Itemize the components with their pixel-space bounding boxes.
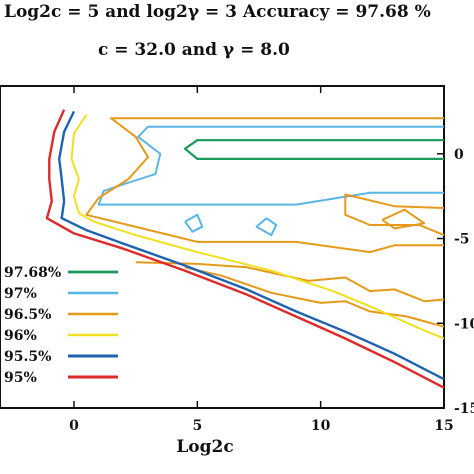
contour-line-96pct-0 [70, 114, 445, 340]
y-tick-label: -5 [454, 232, 470, 248]
y-tick-label: -10 [454, 316, 474, 332]
y-tick-label: -15 [454, 401, 474, 417]
legend-label: 96.5% [4, 307, 51, 323]
legend-label: 95% [4, 370, 37, 386]
contour-line-97pct-1 [184, 213, 204, 233]
legend-label: 97% [4, 286, 37, 302]
chart-title: Log2c = 5 and log2γ = 3 Accuracy = 97.68… [4, 2, 431, 22]
contour-line-97-68pct-0 [183, 139, 444, 160]
contour-line-96-5pct-2 [381, 208, 426, 230]
x-tick-label: 5 [192, 418, 202, 434]
legend-label: 95.5% [4, 349, 51, 365]
contour-line-96-5pct-4 [184, 266, 445, 328]
x-tick-label: 10 [311, 418, 331, 434]
contour-line-95-5pct-0 [58, 110, 445, 381]
x-tick-label: 0 [69, 418, 79, 434]
y-axis-ticks: 0 -5 -10 -15 [437, 147, 474, 417]
chart-subtitle: c = 32.0 and γ = 8.0 [98, 40, 290, 60]
legend-label: 96% [4, 328, 37, 344]
y-tick-label: 0 [454, 147, 464, 163]
plot-area [0, 85, 445, 409]
contour-line-97pct-2 [255, 217, 278, 237]
x-tick-label: 15 [434, 418, 453, 434]
legend: 97.68% 97% 96.5% 96% 95.5% 95% [4, 265, 118, 386]
contour-series [45, 109, 445, 389]
x-axis-label: Log2c [176, 437, 233, 457]
contour-line-96-5pct-0 [85, 117, 444, 254]
x-axis-ticks: 0 5 10 15 [69, 86, 454, 434]
contour-line-95pct-0 [45, 109, 445, 389]
contour-line-96-5pct-3 [135, 261, 445, 303]
legend-label: 97.68% [4, 265, 61, 281]
